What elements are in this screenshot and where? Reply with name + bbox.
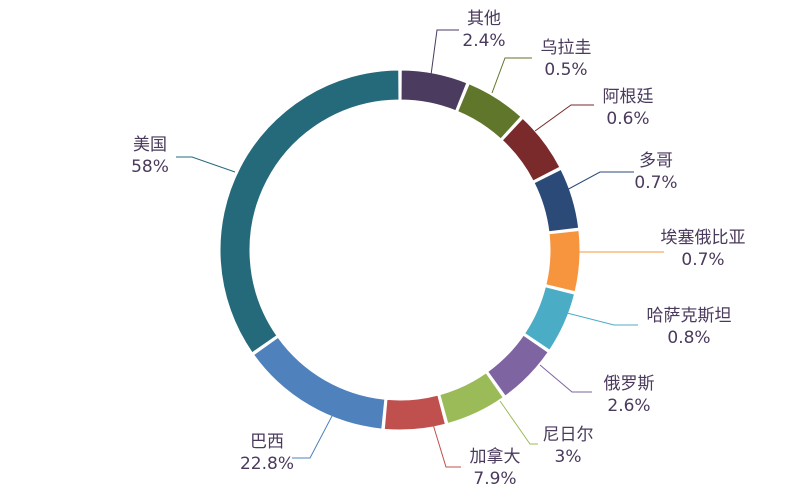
slice-label-value-8: 7.9%	[473, 469, 516, 489]
slice-label-value-9: 22.8%	[240, 454, 294, 474]
slice-label-name-9: 巴西	[250, 432, 284, 452]
slice-label-name-8: 加拿大	[470, 446, 521, 467]
slice-6	[487, 334, 549, 397]
slice-label-value-5: 0.8%	[667, 328, 710, 348]
slice-2	[501, 117, 561, 182]
leader-line-6	[539, 364, 592, 393]
slice-9	[252, 336, 386, 430]
slice-label-name-4: 埃塞俄比亚	[661, 228, 746, 248]
slice-label-name-10: 美国	[133, 135, 167, 155]
leader-line-5	[566, 312, 638, 326]
leader-line-8	[431, 420, 461, 468]
slice-label-value-7: 3%	[555, 447, 582, 467]
slice-label-value-1: 0.5%	[544, 60, 587, 80]
slice-label-value-0: 2.4%	[462, 31, 505, 51]
slice-1	[456, 83, 522, 140]
leader-line-1	[491, 57, 532, 94]
slice-0	[400, 69, 468, 112]
leader-line-10	[176, 156, 236, 173]
slice-8	[383, 394, 446, 431]
slice-label-value-3: 0.7%	[634, 173, 677, 193]
leader-line-7	[499, 400, 538, 445]
slice-label-value-6: 2.6%	[607, 396, 650, 416]
leader-line-9	[292, 415, 333, 459]
leader-line-2	[534, 104, 594, 132]
leader-line-3	[562, 171, 634, 193]
slice-label-name-5: 哈萨克斯坦	[647, 306, 732, 326]
slice-label-name-6: 俄罗斯	[604, 374, 655, 394]
slice-label-name-7: 尼日尔	[543, 425, 594, 445]
slice-label-name-1: 乌拉圭	[541, 38, 592, 58]
leader-line-0	[430, 29, 459, 76]
slice-labels: 其他2.4% 乌拉圭0.5%阿根廷0.6%多哥0.7%埃塞俄比亚0.7%哈萨克斯坦…	[131, 9, 745, 489]
donut-slices	[219, 69, 581, 431]
slice-7	[439, 372, 504, 425]
slice-label-value-10: 58%	[131, 157, 169, 177]
slice-4	[545, 230, 581, 293]
leader-lines	[176, 29, 664, 468]
slice-3	[533, 168, 580, 233]
slice-label-name-3: 多哥	[639, 151, 673, 171]
slice-label-name-0: 其他	[467, 9, 501, 29]
slice-10	[219, 69, 400, 354]
slice-label-name-2: 阿根廷	[603, 87, 654, 107]
slice-label-value-2: 0.6%	[606, 109, 649, 129]
slice-label-value-4: 0.7%	[681, 250, 724, 270]
